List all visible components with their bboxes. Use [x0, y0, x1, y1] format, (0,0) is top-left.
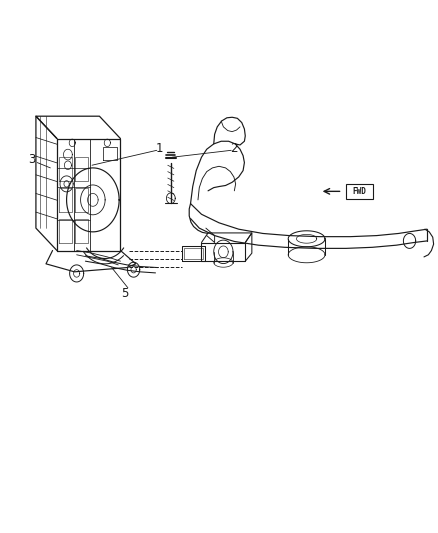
Text: 1: 1: [156, 142, 164, 155]
Text: 2: 2: [230, 142, 238, 155]
Text: FWD: FWD: [353, 187, 367, 196]
Text: 3: 3: [28, 154, 35, 166]
Text: 5: 5: [121, 287, 128, 300]
Bar: [346, 184, 373, 199]
